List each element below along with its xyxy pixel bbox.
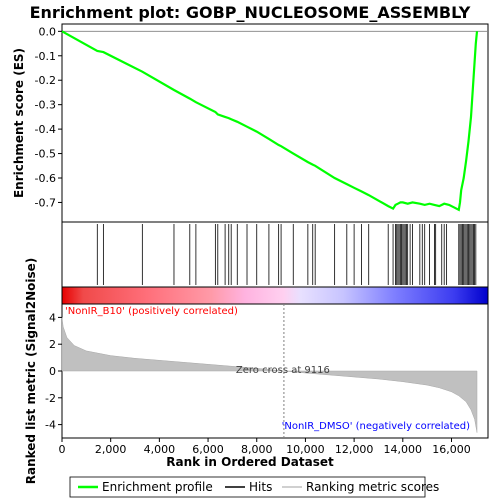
legend-box [69,476,426,498]
metric-y-tick-label: 2 [49,338,56,351]
es-y-tick-label: -0.2 [35,74,56,87]
es-y-tick-label: 0.0 [39,25,57,38]
x-tick-label: 8,000 [241,443,273,456]
es-panel: 0.0 -0.1 -0.2 -0.3 -0.4 -0.5 -0.6 -0.7 Enrichme… [12,23,489,223]
legend-hits-label: Hits [249,480,272,494]
x-tick-label: 10,000 [286,443,325,456]
es-y-ticks: 0.0 -0.1 -0.2 -0.3 -0.4 -0.5 -0.6 -0.7 [35,25,62,209]
hit-lines [96,224,477,285]
hits-panel-frame [61,221,489,288]
es-panel-frame [61,23,489,223]
metric-y-tick-label: 4 [49,311,56,324]
zero-cross-label: Zero cross at 9116 [236,365,330,376]
es-y-tick-label: -0.1 [35,50,56,63]
x-tick-label: 16,000 [432,443,471,456]
metric-y-ticks: 4 2 0 -2 -4 [45,311,62,432]
legend: Enrichment profile Hits Ranking metric s… [69,476,439,498]
es-y-axis-label: Enrichment score (ES) [12,48,26,198]
positive-correlation-label: 'NonIR_B10' (positively correlated) [65,306,238,317]
es-y-tick-label: -0.6 [35,172,56,185]
metric-y-axis-label: Ranked list metric (Signal2Noise) [24,258,38,485]
hits-panel [61,221,489,288]
x-axis-label: Rank in Ordered Dataset [166,455,334,469]
es-y-tick-label: -0.4 [35,123,56,136]
chart-title: Enrichment plot: GOBP_NUCLEOSOME_ASSEMBL… [30,3,471,22]
negative-correlation-label: 'NonIR_DMSO' (negatively correlated) [282,421,470,432]
x-tick-label: 6,000 [192,443,224,456]
es-y-tick-label: -0.7 [35,196,56,209]
legend-metric-label: Ranking metric scores [306,480,439,494]
x-tick-label: 12,000 [335,443,374,456]
metric-panel: Zero cross at 9116 'NonIR_B10' (positive… [24,258,489,485]
x-tick-label: 14,000 [384,443,423,456]
legend-enrichment-label: Enrichment profile [102,480,213,494]
es-y-tick-label: -0.5 [35,148,56,161]
metric-y-tick-label: 0 [49,365,56,378]
metric-y-tick-label: -4 [45,419,56,432]
x-tick-label: 0 [59,443,66,456]
x-tick-label: 2,000 [95,443,127,456]
x-tick-label: 4,000 [144,443,176,456]
metric-y-tick-label: -2 [45,392,56,405]
es-profile-line [61,30,479,212]
metric-area [61,317,478,433]
rank-color-bar [61,286,489,305]
metric-x-ticks: 0 2,000 4,000 6,000 8,000 10,000 12,000 14,000 1… [59,438,471,456]
es-y-tick-label: -0.3 [35,99,56,112]
